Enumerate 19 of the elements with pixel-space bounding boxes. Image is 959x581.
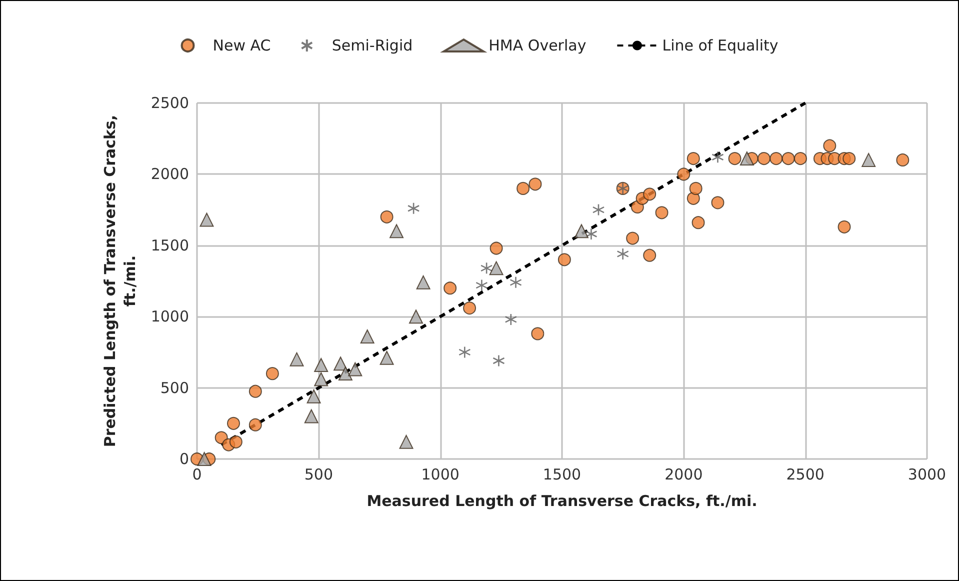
x-tick-label: 500	[304, 466, 333, 484]
legend-label: Semi-Rigid	[332, 36, 413, 54]
y-tick-label: 1500	[150, 236, 189, 254]
y-tick-label: 2000	[150, 165, 189, 184]
legend-label: HMA Overlay	[488, 36, 586, 54]
x-tick-label: 1000	[421, 466, 460, 484]
y-tick-label: 0	[179, 450, 189, 468]
x-tick-label: 2500	[786, 466, 824, 484]
y-tick-label: 500	[160, 378, 189, 397]
x-tick-label: 0	[192, 466, 202, 484]
y-tick-label: 1000	[150, 308, 189, 326]
legend-label: Line of Equality	[662, 36, 778, 54]
x-tick-label: 3000	[908, 466, 946, 484]
x-tick-label: 2000	[664, 466, 703, 484]
x-axis-title: Measured Length of Transverse Cracks, ft./mi.	[366, 492, 758, 510]
x-tick-label: 1500	[542, 466, 582, 484]
legend-label: New AC	[212, 36, 271, 54]
y-axis-title: Predicted Length of Transverse Cracks, ft./mi.	[100, 114, 139, 448]
y-tick-label: 2500	[150, 94, 189, 112]
